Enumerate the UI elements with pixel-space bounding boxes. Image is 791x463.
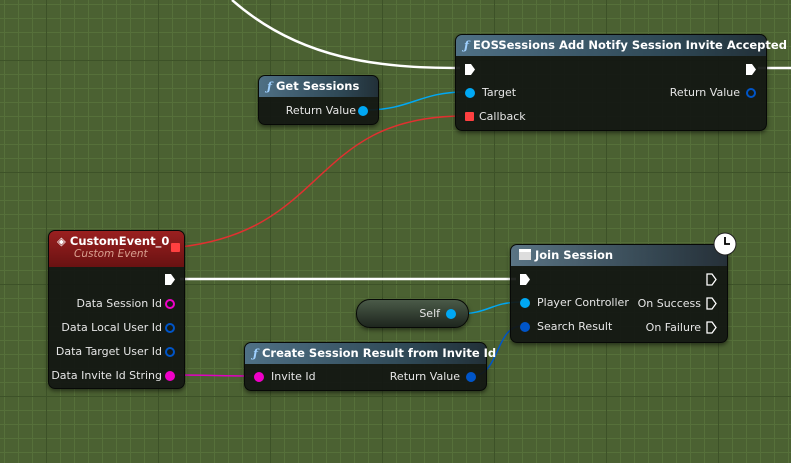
wire-sessions-target [365,91,465,111]
return-value-pin[interactable] [466,372,476,382]
latent-node-icon [519,249,531,260]
exec-wire-top [231,0,461,70]
player-controller-pin[interactable] [520,298,530,308]
return-value-pin[interactable] [746,88,756,98]
exec-out-pin[interactable] [165,274,175,285]
on-success-pin[interactable] [706,297,717,310]
invite-id-string-pin[interactable] [165,371,175,381]
exec-in-pin[interactable] [520,274,530,285]
function-icon: ƒ [253,346,258,360]
delegate-pin[interactable] [171,243,180,252]
exec-in-pin[interactable] [465,64,475,75]
search-result-pin[interactable] [520,322,530,332]
function-icon: ƒ [267,79,272,93]
get-sessions-node[interactable]: ƒ Get Sessions Return Value [258,75,379,125]
wire-callback [179,115,465,248]
self-pin[interactable] [446,309,456,319]
function-icon: ƒ [464,38,469,52]
callback-pin[interactable] [465,112,474,121]
self-node[interactable]: Self [356,299,469,328]
add-notify-invite-accepted-node[interactable]: ƒ EOSSessions Add Notify Session Invite A… [455,34,787,131]
create-session-result-node[interactable]: ƒ Create Session Result from Invite Id In… [244,342,496,391]
exec-out-pin[interactable] [746,64,756,75]
local-user-id-pin[interactable] [165,323,175,333]
invite-id-pin[interactable] [254,372,264,382]
exec-out-pin[interactable] [706,273,717,286]
clock-icon [713,232,737,256]
target-user-id-pin[interactable] [165,347,175,357]
join-session-node[interactable]: Join Session Player Controller On Succes… [510,244,728,343]
on-failure-pin[interactable] [706,321,717,334]
target-pin[interactable] [465,88,475,98]
return-value-pin[interactable] [358,106,368,116]
custom-event-node[interactable]: ◈ CustomEvent_0 Custom Event Data Session… [48,230,185,389]
session-id-pin[interactable] [165,299,175,309]
event-icon: ◈ [57,234,66,248]
